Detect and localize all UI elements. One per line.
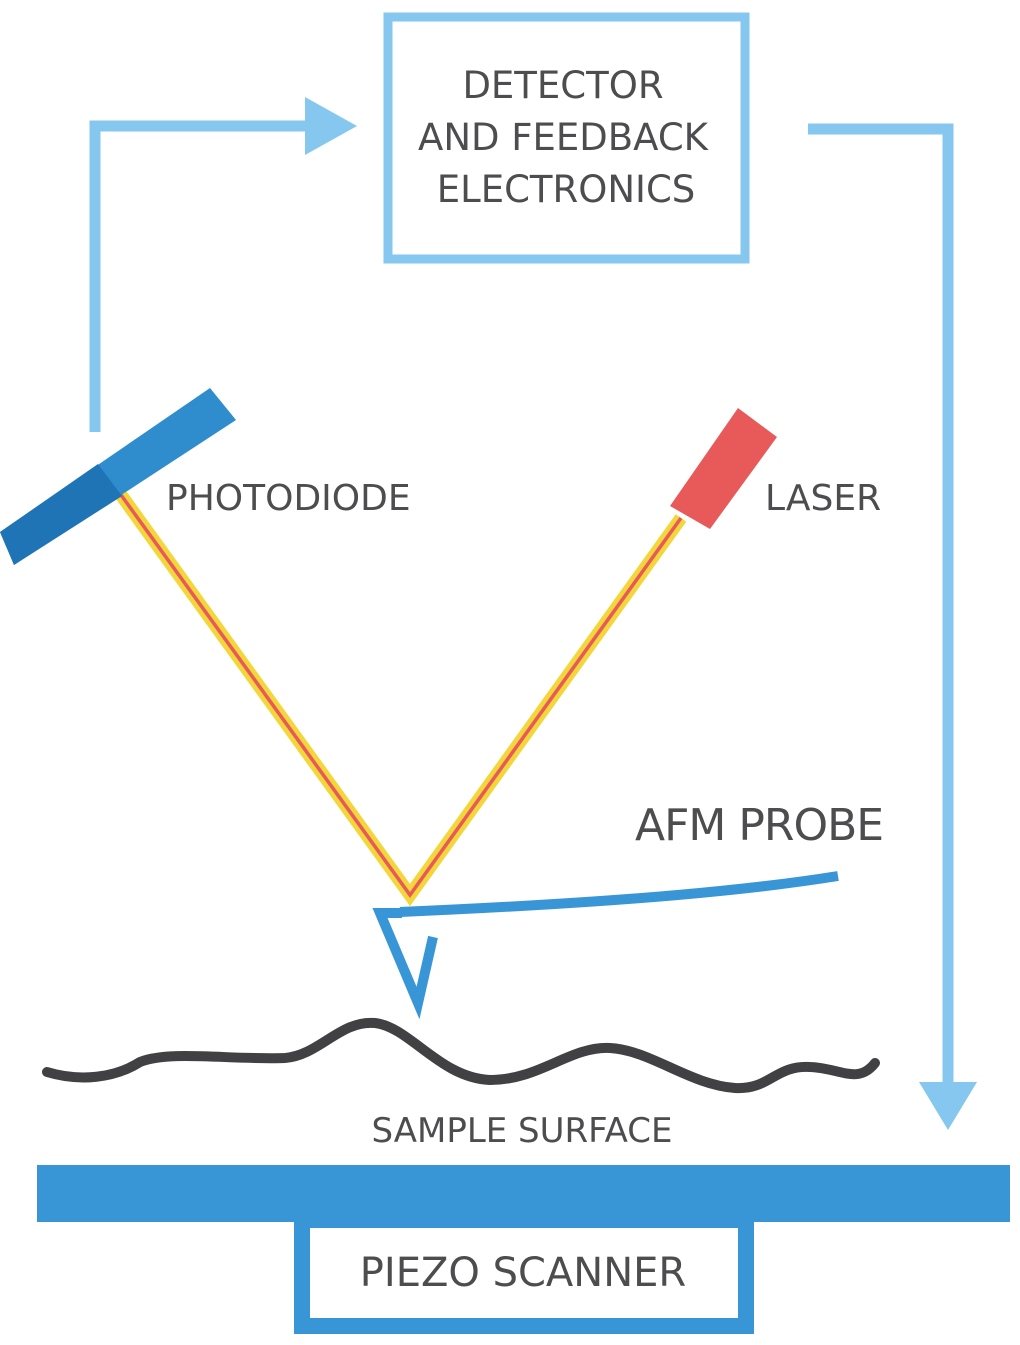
piezo-scanner-box	[294, 1212, 754, 1334]
sample-surface-label: SAMPLE SURFACE	[372, 1111, 673, 1151]
detector-label-line-3: ELECTRONICS	[437, 168, 696, 211]
detector-feedback-box	[383, 12, 750, 264]
laser-icon	[670, 408, 777, 529]
laser-beam-outer	[110, 484, 687, 907]
detector-label-line-1: DETECTOR	[462, 64, 663, 107]
photodiode-icon	[0, 388, 236, 565]
feedback-arrow-in-head	[305, 97, 357, 155]
feedback-arrow-in	[89, 120, 310, 432]
sample-surface-line	[42, 1017, 880, 1094]
piezo-scanner-label: PIEZO SCANNER	[360, 1250, 686, 1296]
afm-probe-cantilever	[399, 871, 839, 917]
afm-probe-label: AFM PROBE	[635, 800, 883, 851]
afm-probe-tip	[372, 908, 438, 1020]
feedback-arrow-out	[808, 123, 954, 1085]
detector-label-line-2: AND FEEDBACK	[418, 116, 710, 159]
photodiode-label: PHOTODIODE	[166, 478, 411, 519]
feedback-arrow-out-head	[919, 1082, 977, 1130]
laser-beam-core	[114, 486, 683, 898]
laser-label: LASER	[765, 478, 881, 519]
